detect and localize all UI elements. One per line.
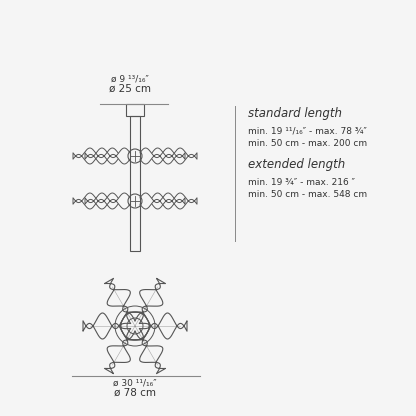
Text: ø 25 cm: ø 25 cm: [109, 84, 151, 94]
Text: min. 19 ¾″ - max. 216 ″: min. 19 ¾″ - max. 216 ″: [248, 178, 355, 187]
Text: ø 78 cm: ø 78 cm: [114, 388, 156, 398]
Text: ø 30 ¹¹/₁₆″: ø 30 ¹¹/₁₆″: [113, 379, 157, 388]
Text: extended length: extended length: [248, 158, 345, 171]
Text: min. 19 ¹¹/₁₆″ - max. 78 ¾″: min. 19 ¹¹/₁₆″ - max. 78 ¾″: [248, 127, 367, 136]
Text: ø 9 ¹³/₁₆″: ø 9 ¹³/₁₆″: [111, 75, 149, 84]
Text: standard length: standard length: [248, 107, 342, 120]
Text: min. 50 cm - max. 200 cm: min. 50 cm - max. 200 cm: [248, 139, 367, 148]
Text: min. 50 cm - max. 548 cm: min. 50 cm - max. 548 cm: [248, 190, 367, 199]
